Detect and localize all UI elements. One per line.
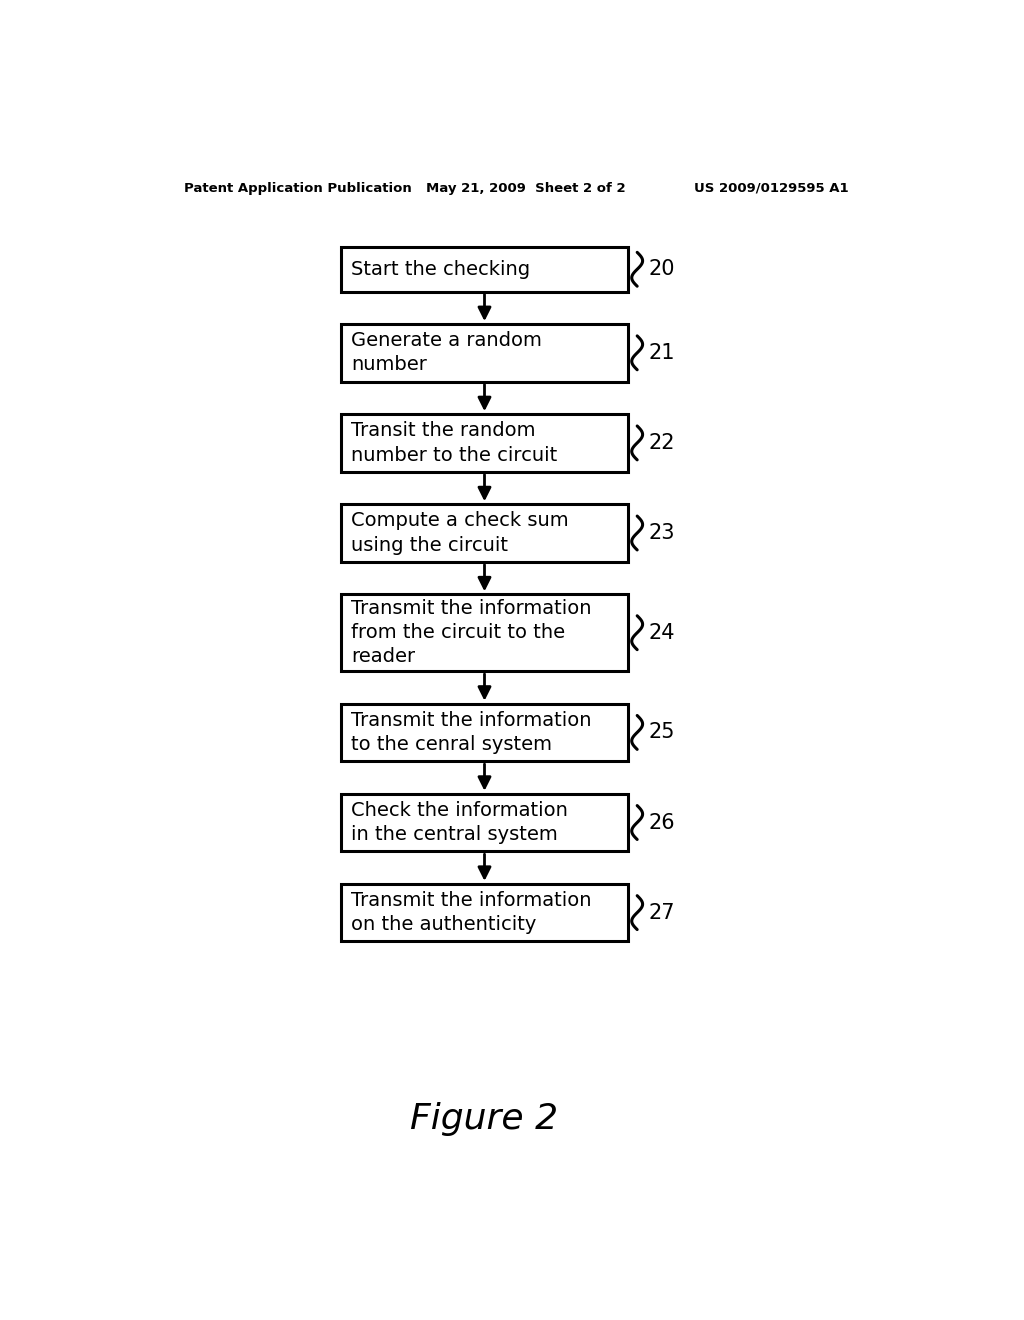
Text: 23: 23 (648, 523, 675, 543)
Bar (341, 704, 628, 762)
Bar (341, 594, 628, 671)
Bar (341, 504, 628, 562)
Bar (341, 323, 628, 381)
Bar (341, 884, 628, 941)
Text: Transit the random
number to the circuit: Transit the random number to the circuit (351, 421, 557, 465)
Bar (341, 414, 628, 471)
Text: Generate a random
number: Generate a random number (351, 331, 542, 375)
Text: Transmit the information
on the authenticity: Transmit the information on the authenti… (351, 891, 592, 935)
Text: 21: 21 (648, 343, 675, 363)
Text: Check the information
in the central system: Check the information in the central sys… (351, 801, 568, 845)
Text: Compute a check sum
using the circuit: Compute a check sum using the circuit (351, 511, 568, 554)
Text: Patent Application Publication: Patent Application Publication (183, 182, 412, 194)
Text: 26: 26 (648, 813, 675, 833)
Text: Figure 2: Figure 2 (411, 1102, 558, 1137)
Text: Transmit the information
from the circuit to the
reader: Transmit the information from the circui… (351, 599, 592, 667)
Text: 25: 25 (648, 722, 675, 742)
Text: Start the checking: Start the checking (351, 260, 530, 279)
Text: 24: 24 (648, 623, 675, 643)
Text: May 21, 2009  Sheet 2 of 2: May 21, 2009 Sheet 2 of 2 (426, 182, 626, 194)
Text: 27: 27 (648, 903, 675, 923)
Text: 20: 20 (648, 259, 675, 280)
Text: 22: 22 (648, 433, 675, 453)
Text: Transmit the information
to the cenral system: Transmit the information to the cenral s… (351, 710, 592, 754)
Text: US 2009/0129595 A1: US 2009/0129595 A1 (693, 182, 848, 194)
Bar (341, 247, 628, 292)
Bar (341, 793, 628, 851)
